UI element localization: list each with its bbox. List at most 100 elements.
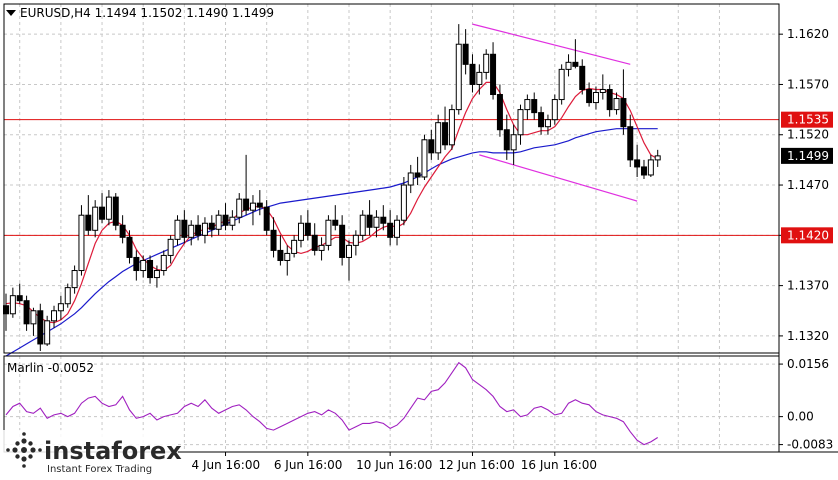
candles — [3, 24, 661, 351]
price-tick-label: 1.1320 — [787, 329, 829, 343]
candle-body-bear — [462, 43, 469, 65]
candle — [249, 195, 256, 226]
candle — [359, 210, 366, 241]
candle — [229, 210, 236, 231]
candle — [9, 287, 16, 318]
candle-body-bear — [627, 126, 634, 161]
watermark-brand: instaforex — [44, 437, 182, 465]
candle-body-bear — [243, 198, 250, 211]
indicator-series — [5, 361, 658, 446]
level-label-box — [781, 111, 833, 128]
candle — [243, 154, 250, 216]
candle-body-bull — [249, 202, 256, 211]
price-tick-label: 1.1370 — [787, 279, 829, 293]
candle-body-bear — [428, 139, 435, 154]
watermark-tagline: Instant Forex Trading — [47, 464, 152, 475]
candle — [366, 200, 373, 236]
candle — [394, 215, 401, 246]
candle — [112, 193, 119, 231]
candle — [524, 94, 531, 120]
candle-body-bear — [270, 229, 277, 251]
candle — [105, 190, 112, 226]
ma-slow-line — [5, 128, 658, 357]
candle-body-bull — [160, 254, 167, 272]
indicator-axis: 0.0156 0.00 -0.0083 — [779, 357, 833, 452]
candle — [16, 283, 23, 304]
candle-body-bear — [634, 159, 641, 168]
candle-body-bull — [647, 159, 654, 176]
candle-body-bull — [599, 88, 606, 94]
candle — [71, 265, 78, 294]
main-grid — [4, 4, 779, 353]
current-price-label: 1.1499 — [787, 149, 829, 163]
candle-body-bear — [579, 65, 586, 90]
candle — [174, 215, 181, 246]
candle — [346, 240, 352, 281]
candle — [634, 144, 641, 177]
time-tick-label: 16 Jun 16:00 — [521, 458, 597, 472]
time-tick-label: 4 Jun 16:00 — [192, 458, 261, 472]
indicator-label: Marlin -0.0052 — [7, 361, 94, 375]
candle-body-bear — [181, 219, 188, 238]
candle — [544, 114, 551, 135]
price-tick-label: 1.1470 — [787, 178, 829, 192]
candle — [654, 149, 661, 167]
dropdown-triangle-icon[interactable] — [6, 10, 16, 16]
candle — [462, 29, 469, 75]
candle-body-bear — [263, 206, 270, 231]
candle — [126, 230, 133, 264]
candle-body-bear — [490, 53, 497, 96]
candle-body-bull — [236, 198, 243, 218]
candle — [517, 104, 524, 145]
indicator-tick-label: 0.0156 — [787, 357, 829, 371]
candle — [606, 84, 613, 117]
price-tick-label: 1.1620 — [787, 27, 829, 41]
candle-body-bear — [99, 206, 106, 220]
candle-body-bull — [455, 43, 462, 111]
candle-body-bear — [304, 222, 311, 236]
current-price-box — [781, 147, 833, 164]
candle-body-bull — [565, 61, 572, 70]
candle — [208, 215, 215, 238]
candle — [325, 215, 332, 251]
candle — [579, 59, 586, 95]
candle — [551, 94, 558, 125]
candle — [565, 54, 572, 77]
candle — [407, 164, 414, 194]
candle-body-bear — [380, 216, 387, 224]
candle-body-bull — [64, 287, 71, 305]
candle-body-bull — [544, 119, 551, 128]
candle — [311, 223, 318, 256]
candle — [380, 205, 387, 231]
candle-body-bull — [291, 239, 298, 254]
candle — [586, 82, 593, 107]
candle — [599, 74, 606, 100]
candle — [37, 303, 44, 351]
candle-body-bull — [394, 219, 401, 238]
candle — [277, 235, 284, 266]
candle-body-bear — [414, 172, 421, 178]
candle-body-bull — [78, 214, 85, 272]
candle — [510, 124, 517, 165]
candle-body-bull — [44, 320, 51, 345]
candle-body-bear — [640, 166, 647, 176]
candle-body-bear — [586, 88, 593, 104]
panel-frames — [3, 3, 838, 453]
candle — [30, 307, 37, 336]
time-tick-label: 12 Jun 16:00 — [438, 458, 514, 472]
candle-body-bull — [483, 53, 490, 73]
candle-body-bull — [510, 134, 517, 151]
candle-body-bull — [105, 196, 112, 220]
candle-body-bull — [346, 244, 352, 258]
candle-body-bear — [23, 300, 30, 325]
candle — [119, 215, 126, 244]
candle — [613, 92, 620, 115]
candle-body-bear — [195, 224, 202, 236]
candle-body-bull — [318, 244, 325, 251]
candle — [469, 54, 476, 93]
candle — [352, 230, 359, 256]
candle-body-bull — [9, 295, 16, 315]
candle — [592, 86, 599, 110]
marlin-line — [5, 361, 658, 446]
